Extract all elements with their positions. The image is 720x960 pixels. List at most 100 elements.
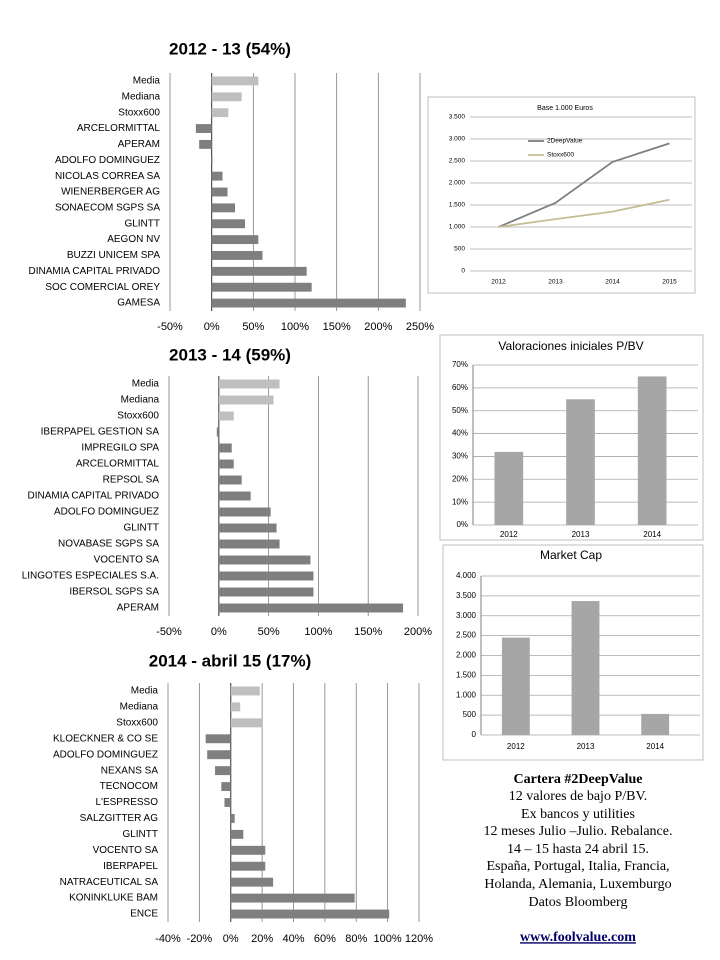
bar — [230, 829, 244, 839]
note-line: 14 – 15 hasta 24 abril 15. — [507, 842, 649, 857]
y-tick-label: Mediana — [122, 91, 161, 102]
line — [498, 142, 670, 228]
bar — [218, 379, 280, 389]
chart-frame — [442, 544, 704, 761]
bar — [218, 507, 271, 517]
bar — [211, 108, 229, 118]
x-tick-label: 20% — [251, 933, 273, 945]
bar — [221, 782, 231, 792]
bar — [211, 298, 406, 308]
y-tick-label: 2.000 — [449, 180, 466, 187]
x-tick-label: 2013 — [572, 530, 590, 539]
bar — [218, 603, 404, 613]
y-tick-label: REPSOL SA — [103, 475, 160, 486]
y-tick-label: KLOECKNER & CO SE — [53, 733, 158, 744]
bar — [218, 395, 274, 405]
y-tick-label: ADOLFO DOMINGUEZ — [53, 749, 158, 760]
bar — [218, 411, 234, 421]
bar — [641, 713, 670, 735]
y-tick-label: DINAMIA CAPITAL PRIVADO — [28, 266, 160, 277]
line — [498, 198, 670, 228]
bar — [211, 266, 307, 276]
x-tick-label: 200% — [404, 626, 432, 638]
chart-title: Valoraciones iniciales P/BV — [498, 339, 643, 353]
x-tick-label: 250% — [406, 321, 434, 333]
y-tick-label: 3.000 — [456, 611, 477, 620]
bar — [230, 718, 263, 728]
x-tick-label: 2012 — [500, 530, 518, 539]
bar — [199, 139, 212, 149]
y-tick-label: GLINTT — [123, 523, 159, 534]
x-tick-label: 100% — [374, 933, 402, 945]
note: Cartera #2DeepValue 12 valores de bajo P… — [484, 772, 673, 945]
bar — [230, 893, 355, 903]
bar — [218, 539, 280, 549]
bar — [211, 219, 245, 229]
link[interactable]: www.foolvalue.com — [520, 930, 636, 945]
y-tick-label: VOCENTO SA — [94, 555, 160, 566]
bar — [501, 637, 530, 735]
y-tick-label: L'ESPRESSO — [96, 797, 159, 808]
note-line: Holanda, Alemania, Luxemburgo — [484, 877, 671, 892]
note-line: España, Portugal, Italia, Francia, — [486, 859, 669, 874]
x-tick-label: 200% — [364, 321, 392, 333]
x-tick-label: -50% — [156, 626, 182, 638]
bar — [211, 282, 312, 292]
bar — [571, 601, 600, 735]
y-tick-label: Stoxx600 — [118, 107, 160, 118]
y-tick-label: 500 — [454, 246, 465, 253]
legend-label: Stoxx600 — [547, 152, 574, 159]
y-tick-label: BUZZI UNICEM SPA — [67, 250, 160, 261]
y-tick-label: LINGOTES ESPECIALES S.A. — [22, 571, 159, 582]
bar — [211, 171, 223, 181]
x-tick-label: 50% — [258, 626, 280, 638]
bar — [566, 399, 595, 525]
note-title: Cartera #2DeepValue — [514, 772, 643, 787]
y-tick-label: DINAMIA CAPITAL PRIVADO — [27, 491, 159, 502]
y-tick-label: Mediana — [121, 395, 160, 406]
x-tick-label: 2014 — [605, 279, 620, 286]
y-tick-label: VOCENTO SA — [93, 845, 159, 856]
y-tick-label: IMPREGILO SPA — [81, 443, 159, 454]
bar — [215, 766, 231, 776]
chart-title: Market Cap — [540, 548, 602, 562]
x-tick-label: 2015 — [662, 279, 677, 286]
bar — [494, 451, 524, 525]
y-tick-label: 2.500 — [456, 631, 477, 640]
y-tick-label: 20% — [452, 474, 468, 483]
y-tick-label: Stoxx600 — [116, 717, 158, 728]
y-tick-label: ARCELORMITTAL — [76, 459, 160, 470]
x-tick-label: 150% — [354, 626, 382, 638]
x-tick-label: 2013 — [577, 742, 595, 751]
y-tick-label: 4.000 — [456, 571, 477, 580]
note-line: 12 meses Julio –Julio. Rebalance. — [484, 824, 673, 839]
x-tick-label: 2014 — [643, 530, 661, 539]
y-tick-label: 0% — [456, 520, 468, 529]
chart-frame — [439, 334, 704, 541]
y-tick-label: TECNOCOM — [100, 781, 158, 792]
x-tick-label: 60% — [314, 933, 336, 945]
bar — [230, 702, 241, 712]
bar — [195, 124, 212, 133]
x-tick-label: 0% — [211, 626, 227, 638]
y-tick-label: ARCELORMITTAL — [77, 123, 161, 134]
chart-title: 2012 - 13 (54%) — [169, 39, 291, 58]
bar — [637, 376, 667, 525]
y-tick-label: SOC COMERCIAL OREY — [45, 282, 160, 293]
chart-title: 2013 - 14 (59%) — [169, 345, 291, 364]
y-tick-label: APERAM — [117, 603, 159, 614]
bar — [218, 587, 314, 597]
note-line: Datos Bloomberg — [529, 895, 628, 910]
y-tick-label: SALZGITTER AG — [80, 813, 159, 824]
bar — [218, 571, 314, 581]
y-tick-label: NICOLAS CORREA SA — [55, 171, 160, 182]
x-tick-label: 0% — [223, 933, 239, 945]
x-tick-label: 40% — [282, 933, 304, 945]
y-tick-label: 3.500 — [449, 114, 466, 121]
y-tick-label: 70% — [452, 360, 468, 369]
bar — [211, 203, 235, 213]
y-tick-label: Media — [131, 686, 159, 697]
bar — [218, 523, 277, 533]
x-tick-label: 50% — [242, 321, 264, 333]
